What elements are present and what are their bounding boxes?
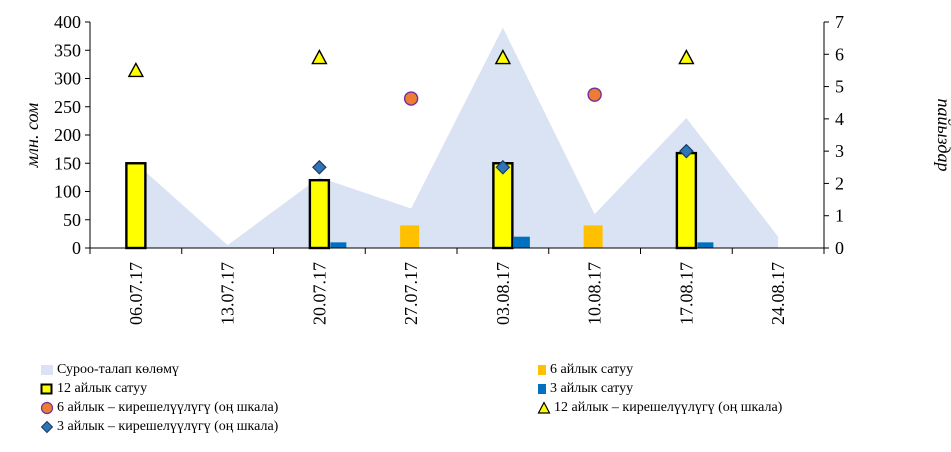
marker-12m-yield [127,61,145,78]
bar-12m-sales [125,162,147,250]
x-tick-label: 27.07.17 [401,262,421,325]
legend-label: 3 айлык – кирешелүүлүгү (оң шкала) [57,419,279,434]
y-left-tick-label: 150 [54,153,81,173]
y-right-axis-title: пайыздар [934,98,951,171]
y-right-tick-label: 6 [835,44,844,64]
legend-label: Суроо-талап көлөмү [57,362,179,377]
bar-12m-sales [492,162,514,250]
y-left-tick-label: 350 [54,40,81,60]
x-tick-label: 06.07.17 [126,262,146,325]
bar-12m-sales [675,151,698,250]
y-left-axis-title: млн. сом [22,102,42,168]
legend-item-6m-sales: 6 айлык сатуу [537,360,633,379]
y-left-tick-label: 200 [54,125,81,145]
legend-swatch-bar [538,364,546,375]
legend-label: 12 айлык сатуу [57,381,148,396]
bar-3m-sales [697,242,714,248]
area-demand-volume [135,27,779,249]
marker-3m-yield [679,143,694,159]
y-right-tick-label: 3 [835,141,844,161]
bar-12m-sales [308,178,331,250]
y-left-tick-label: 0 [72,238,81,258]
y-left-tick-label: 250 [54,97,81,117]
legend-swatch-triangle [537,400,551,414]
chart-svg: 0 50 100 150 200 250 300 350 400 0 1 2 3 4 5 6 7 06.07.17… [22,12,951,325]
legend-item-12m-yield: 12 айлык – кирешелүүлүгү (оң шкала) [537,398,782,417]
bar-6m-sales [583,225,603,248]
legend-label: 3 айлык сатуу [550,381,634,396]
legend-label: 6 айлык сатуу [550,362,634,377]
marker-6m-yield [403,91,419,106]
legend: Суроо-талап көлөмү 6 айлык сатуу 12 айлы… [40,360,940,452]
y-right-tick-label: 1 [835,206,844,226]
marker-12m-yield [311,49,328,65]
chart: 0 50 100 150 200 250 300 350 400 0 1 2 3 4 5 6 7 06.07.17… [22,12,951,325]
y-left-tick-label: 50 [63,210,81,230]
legend-item-3m-sales: 3 айлык сатуу [537,379,633,398]
legend-swatch-diamond [40,420,54,433]
bar-3m-sales [513,236,530,248]
y-right-tick-label: 0 [835,238,844,258]
x-tick-label: 03.08.17 [493,262,513,325]
legend-item-12m-sales: 12 айлык сатуу [40,379,147,398]
y-right-tick-label: 2 [835,173,844,193]
x-tick-label: 10.08.17 [585,262,605,325]
x-tick-label: 24.08.17 [768,262,788,325]
y-right-tick-label: 7 [835,12,844,32]
marker-12m-yield [494,49,512,65]
x-tick-label: 17.08.17 [676,262,696,325]
marker-6m-yield [587,87,602,102]
legend-item-demand: Суроо-талап көлөмү [40,360,179,379]
y-left-tick-label: 400 [54,12,81,32]
x-tick-label: 20.07.17 [309,262,329,325]
marker-3m-yield [495,159,511,175]
legend-item-6m-yield: 6 айлык – кирешелүүлүгү (оң шкала) [40,398,278,417]
y-left-tick-label: 100 [54,182,81,202]
legend-swatch-bar [538,383,546,394]
legend-swatch-area [41,364,53,375]
legend-label: 12 айлык – кирешелүүлүгү (оң шкала) [554,400,783,415]
y-left-tick-label: 300 [54,69,81,89]
legend-swatch-bar [40,383,53,394]
y-right-tick-label: 4 [835,109,844,129]
legend-label: 6 айлык – кирешелүүлүгү (оң шкала) [57,400,279,415]
x-tick-label: 13.07.17 [218,262,238,325]
bar-3m-sales [330,242,347,248]
marker-3m-yield [312,159,327,175]
marker-12m-yield [678,49,695,65]
y-right-tick-label: 5 [835,77,844,97]
bar-6m-sales [400,225,420,248]
legend-item-3m-yield: 3 айлык – кирешелүүлүгү (оң шкала) [40,417,278,436]
legend-swatch-circle [40,401,54,414]
